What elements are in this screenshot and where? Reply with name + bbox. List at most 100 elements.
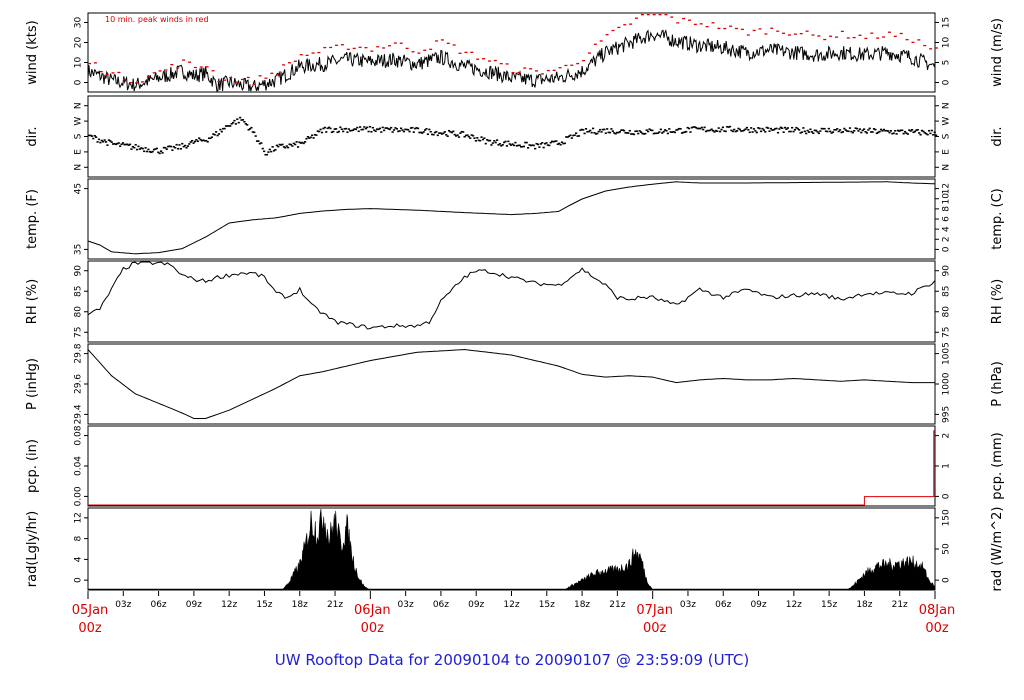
wind-direction-point [443, 131, 446, 133]
peak-wind-mark [129, 82, 133, 84]
wind-direction-point [841, 131, 845, 133]
wind-direction-point [237, 121, 240, 124]
wind-direction-point [510, 144, 513, 146]
wind-direction-point [659, 128, 662, 131]
wind-direction-point [782, 131, 785, 133]
peak-wind-mark [340, 44, 344, 46]
wind-direction-point [429, 130, 432, 133]
wind-direction-point [617, 131, 620, 134]
wind-direction-point [752, 128, 756, 130]
peak-wind-mark [770, 27, 774, 29]
wind-direction-point [536, 143, 540, 146]
wind-direction-point [306, 136, 310, 138]
peak-wind-mark [152, 72, 156, 74]
peak-wind-mark [799, 33, 803, 35]
wind-direction-point [490, 144, 493, 146]
wind-direction-point [507, 140, 510, 143]
peak-wind-mark [605, 34, 609, 36]
wind-direction-point [552, 140, 555, 143]
wind-direction-point [435, 130, 438, 133]
panel-wind: 0 10 20 30 0 5 10 15 wind (kts) wind (m/s) 10 min.… [25, 12, 1005, 93]
wind-direction-point [336, 131, 339, 134]
right-axis-label: temp. (C) [990, 188, 1005, 250]
wind-direction-point [199, 138, 202, 141]
radiation-area [87, 508, 936, 591]
peak-wind-mark [217, 80, 221, 83]
wind-direction-point [528, 144, 531, 146]
wind-direction-point [518, 144, 521, 147]
wind-direction-point [611, 130, 614, 132]
wind-direction-point [735, 130, 739, 132]
x-tick-label: 21z [327, 600, 343, 610]
wind-direction-point [757, 127, 760, 129]
wind-direction-point [346, 131, 349, 134]
wind-direction-point [658, 131, 661, 133]
wind-direction-point [737, 127, 740, 130]
wind-direction-point [878, 130, 881, 133]
right-tick-label: 4 [942, 226, 952, 232]
wind-direction-point [268, 148, 271, 151]
right-tick-label: 6 [942, 216, 952, 222]
wind-direction-point [135, 148, 139, 151]
wind-direction-point [312, 137, 315, 139]
peak-wind-mark [387, 45, 391, 47]
peak-wind-mark [187, 61, 191, 63]
wind-direction-point [126, 143, 129, 146]
x-tick-label: 18z [292, 600, 308, 610]
peak-wind-mark [470, 51, 474, 53]
wind-direction-point [553, 140, 557, 143]
wind-direction-point [263, 150, 266, 153]
wind-direction-point [361, 128, 365, 131]
left-tick-label: 0 [74, 577, 84, 583]
wind-direction-point [148, 150, 151, 153]
wind-direction-point [879, 128, 883, 131]
peak-wind-mark [270, 72, 274, 74]
wind-direction-point [905, 132, 908, 134]
wind-direction-point [772, 128, 775, 131]
wind-direction-point [875, 132, 878, 135]
wind-direction-point [494, 141, 497, 144]
wind-direction-point [881, 130, 884, 132]
wind-direction-point [535, 142, 538, 145]
peak-wind-mark [582, 59, 586, 62]
wind-direction-point [560, 141, 564, 144]
peak-wind-mark [829, 35, 833, 37]
left-axis-label: P (inHg) [25, 358, 40, 410]
wind-direction-point [325, 131, 328, 133]
wind-direction-point [253, 131, 256, 134]
wind-direction-point [351, 129, 355, 131]
peak-wind-mark [882, 36, 886, 38]
wind-direction-point [505, 145, 509, 147]
peak-wind-mark [593, 43, 597, 45]
wind-direction-point [807, 131, 811, 133]
peak-wind-mark [264, 77, 268, 79]
wind-direction-point [457, 136, 461, 138]
x-tick-label: 18z [574, 600, 590, 610]
wind-direction-point [567, 135, 571, 138]
wind-direction-point [610, 128, 613, 130]
left-tick-label: 30 [74, 16, 84, 28]
wind-direction-point [788, 130, 791, 133]
wind-direction-point [898, 130, 901, 132]
wind-direction-point [796, 127, 799, 130]
wind-direction-point [141, 147, 144, 150]
wind-direction-point [690, 126, 693, 129]
wind-direction-point [450, 131, 453, 134]
wind-direction-point [648, 128, 651, 130]
wind-direction-point [473, 137, 476, 139]
peak-wind-mark [487, 60, 491, 62]
peak-wind-mark [176, 67, 180, 69]
wind-direction-point [775, 127, 778, 130]
wind-direction-point [903, 130, 907, 133]
wind-direction-point [384, 127, 387, 129]
left-axis-label: wind (kts) [25, 20, 40, 84]
wind-direction-point [131, 145, 134, 148]
wind-direction-point [193, 140, 197, 143]
wind-direction-point [923, 132, 926, 134]
wind-direction-point [296, 146, 300, 148]
wind-direction-point [227, 125, 230, 127]
wind-direction-point [652, 132, 655, 135]
peak-wind-mark [905, 38, 909, 41]
peak-wind-mark [429, 48, 433, 50]
